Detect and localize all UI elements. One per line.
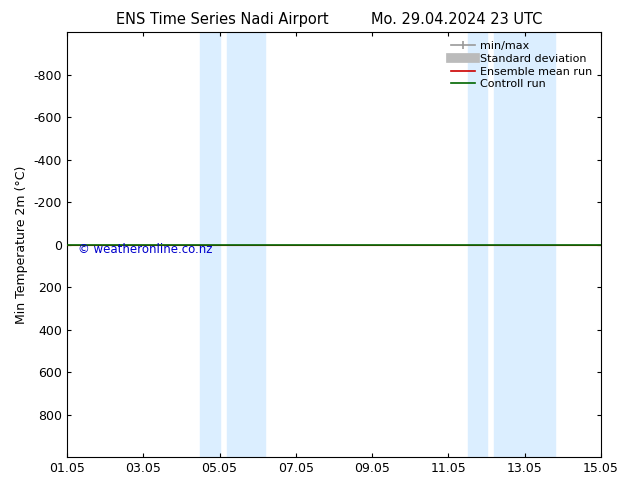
Bar [227,32,265,457]
Bar [467,32,487,457]
Text: Mo. 29.04.2024 23 UTC: Mo. 29.04.2024 23 UTC [371,12,542,27]
Y-axis label: Min Temperature 2m (°C): Min Temperature 2m (°C) [15,166,28,324]
Bar [200,32,219,457]
Bar [495,32,555,457]
Text: ENS Time Series Nadi Airport: ENS Time Series Nadi Airport [115,12,328,27]
Text: © weatheronline.co.nz: © weatheronline.co.nz [77,243,212,255]
Legend: min/max, Standard deviation, Ensemble mean run, Controll run: min/max, Standard deviation, Ensemble me… [448,38,595,93]
